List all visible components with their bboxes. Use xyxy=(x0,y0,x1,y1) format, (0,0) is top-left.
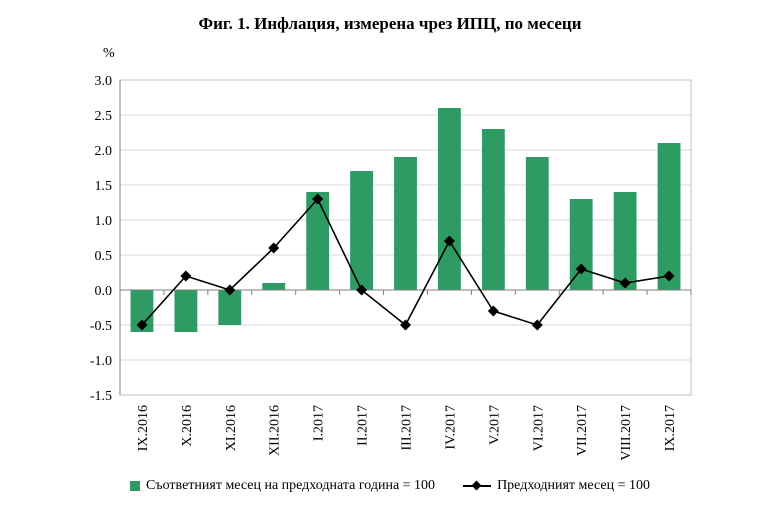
x-tick-label: IX.2017 xyxy=(663,405,678,451)
marker-mom xyxy=(268,242,280,254)
bar-yoy xyxy=(438,108,461,290)
y-tick-label: 2.5 xyxy=(95,109,113,124)
x-tick-label: X.2016 xyxy=(180,405,195,447)
marker-mom xyxy=(663,270,675,282)
x-tick-label: XII.2016 xyxy=(268,405,283,456)
y-tick-label: 1.0 xyxy=(95,214,113,229)
y-tick-label: 0.0 xyxy=(95,284,113,299)
marker-mom xyxy=(356,284,368,296)
marker-mom xyxy=(224,284,236,296)
x-tick-label: VII.2017 xyxy=(575,405,590,456)
legend-swatch-line xyxy=(463,481,492,491)
x-tick-label: IX.2016 xyxy=(136,405,151,451)
x-tick-label: I.2017 xyxy=(312,405,327,441)
chart-legend: Съответният месец на предходната година … xyxy=(0,478,780,494)
marker-mom xyxy=(312,193,324,205)
legend-item-yoy: Съответният месец на предходната година … xyxy=(130,478,435,494)
bar-yoy xyxy=(306,192,330,290)
marker-mom xyxy=(400,319,411,331)
y-tick-label: -1.0 xyxy=(90,354,112,369)
bar-yoy xyxy=(613,192,637,290)
bar-yoy xyxy=(174,290,198,332)
legend-item-mom: Предходният месец = 100 xyxy=(463,478,650,494)
y-axis-unit-label: % xyxy=(103,46,115,61)
marker-mom xyxy=(531,319,543,331)
x-tick-label: VIII.2017 xyxy=(619,405,634,461)
y-tick-label: 0.5 xyxy=(95,249,113,264)
y-tick-label: 2.0 xyxy=(95,144,113,159)
x-tick-label: VI.2017 xyxy=(531,405,546,451)
y-tick-label: -0.5 xyxy=(90,319,112,334)
bar-yoy xyxy=(525,157,549,290)
legend-label-mom: Предходният месец = 100 xyxy=(497,478,650,493)
x-tick-label: IV.2017 xyxy=(443,405,458,449)
marker-mom xyxy=(180,270,192,282)
y-tick-label: -1.5 xyxy=(90,389,112,404)
x-tick-label: V.2017 xyxy=(487,405,502,445)
marker-mom xyxy=(136,319,148,331)
legend-swatch-bar xyxy=(130,481,141,491)
marker-mom xyxy=(443,235,455,247)
legend-label-yoy: Съответният месец на предходната година … xyxy=(146,478,436,493)
x-tick-label: XI.2016 xyxy=(224,405,239,451)
marker-mom xyxy=(575,263,587,275)
bar-yoy xyxy=(394,157,417,290)
y-tick-label: 1.5 xyxy=(95,179,113,194)
bar-yoy xyxy=(569,199,593,290)
y-tick-label: 3.0 xyxy=(95,74,113,89)
marker-mom xyxy=(619,277,631,289)
bar-yoy xyxy=(350,171,373,290)
marker-mom xyxy=(487,305,499,317)
bar-yoy xyxy=(262,283,286,290)
bar-yoy xyxy=(130,290,154,332)
x-tick-label: III.2017 xyxy=(400,405,415,451)
bar-yoy xyxy=(218,290,242,325)
x-tick-label: II.2017 xyxy=(356,405,371,446)
chart-title: Фиг. 1. Инфлация, измерена чрез ИПЦ, по … xyxy=(198,14,582,33)
bar-yoy xyxy=(657,143,681,290)
bar-yoy xyxy=(481,129,505,290)
